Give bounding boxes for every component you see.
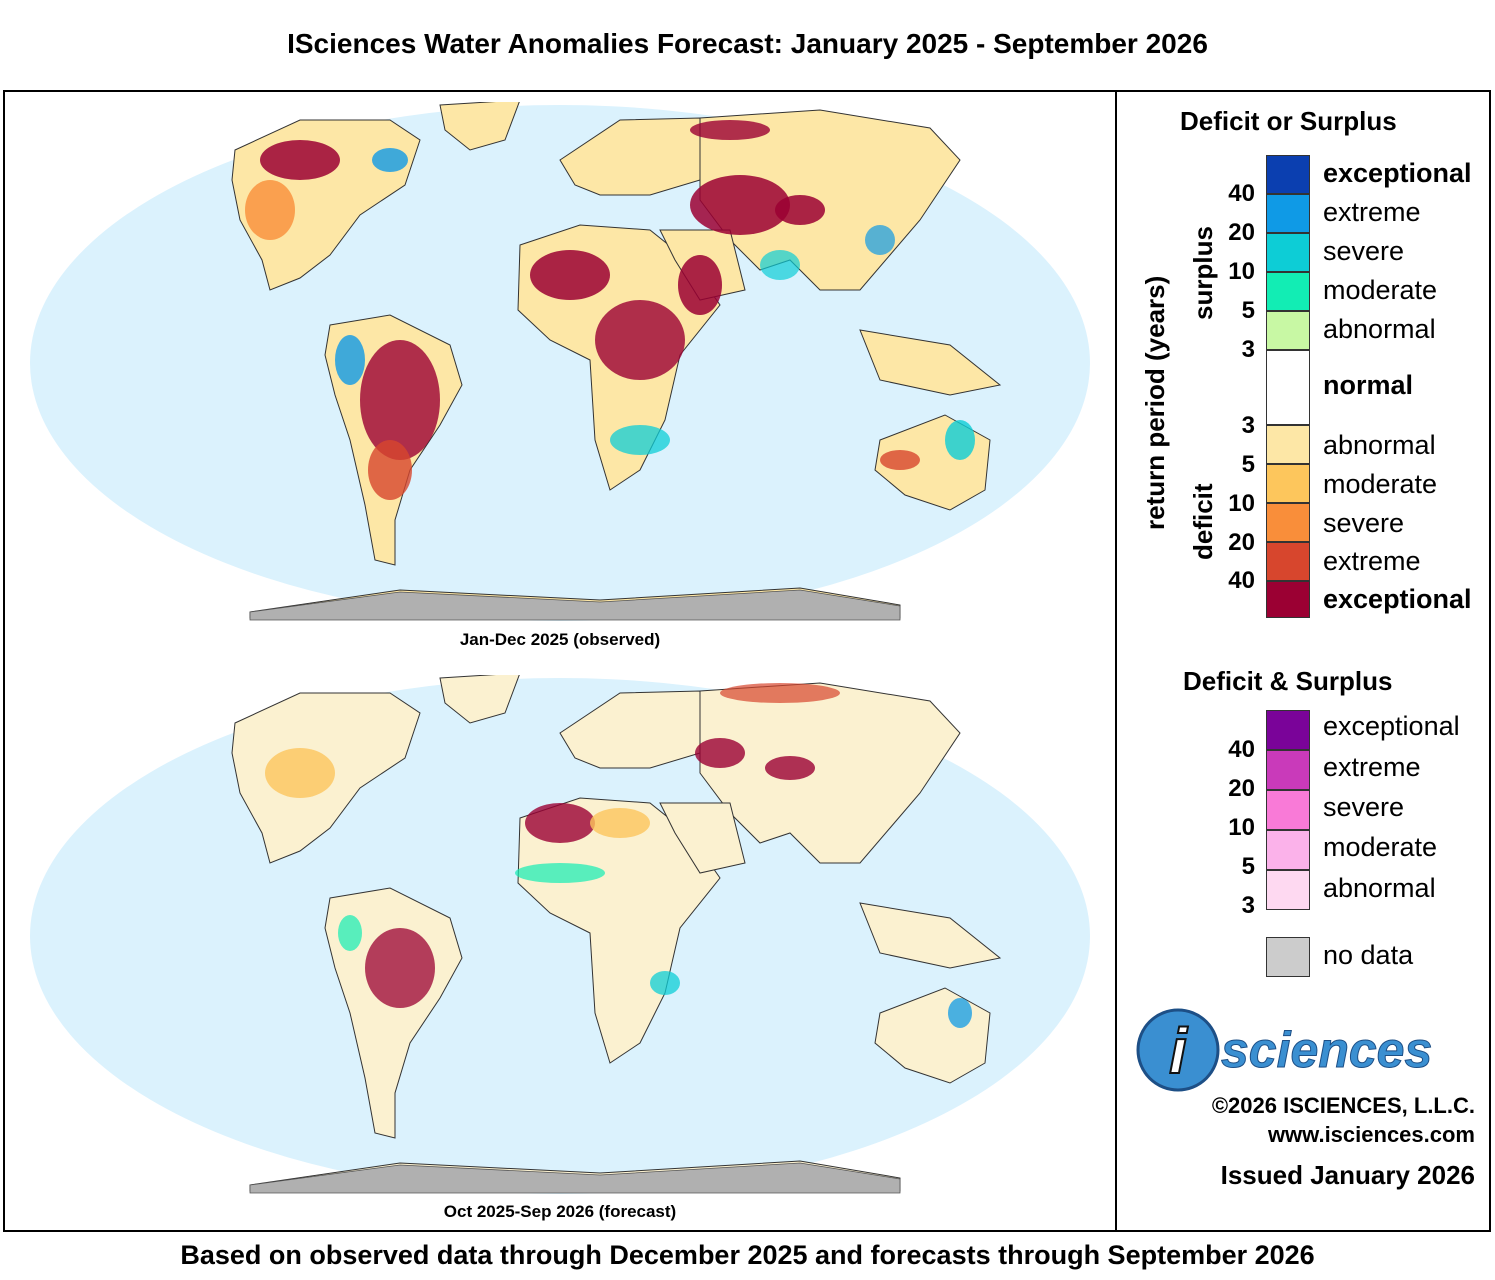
label-both-severe: severe (1323, 792, 1405, 822)
legend-title-deficit-or-surplus: Deficit or Surplus (1180, 106, 1397, 136)
copyright: ©2026 ISCIENCES, L.L.C. (1211, 1093, 1475, 1118)
swatch-surplus-moderate (1266, 272, 1310, 311)
swatch-surplus-extreme (1266, 194, 1310, 233)
tick-surplus-3: 3 (1241, 336, 1255, 363)
label-both-abnormal: abnormal (1323, 873, 1436, 903)
swatch-deficit-extreme (1266, 542, 1310, 581)
issued-date: Issued January 2026 (1220, 1160, 1475, 1190)
swatch-surplus-exceptional (1266, 155, 1310, 194)
footer-note: Based on observed data through December … (180, 1240, 1315, 1270)
tick-deficit-3: 3 (1241, 412, 1255, 439)
swatch-normal (1266, 350, 1310, 425)
tick-surplus-40: 40 (1228, 180, 1255, 207)
legend-title-deficit-and-surplus: Deficit & Surplus (1183, 666, 1393, 696)
isciences-logo: i sciences (1135, 1005, 1480, 1095)
label-surplus-extreme: extreme (1323, 197, 1421, 227)
label-both-extreme: extreme (1323, 752, 1421, 782)
swatch-both-severe (1266, 790, 1310, 830)
label-deficit-moderate: moderate (1323, 469, 1438, 499)
legend-divider (1115, 90, 1117, 1232)
tick-surplus-5: 5 (1241, 297, 1255, 324)
label-no-data: no data (1323, 940, 1414, 970)
swatch-surplus-abnormal (1266, 311, 1310, 350)
swatch-deficit-exceptional (1266, 581, 1310, 618)
swatch-both-abnormal (1266, 870, 1310, 910)
swatch-deficit-moderate (1266, 464, 1310, 503)
label-both-moderate: moderate (1323, 832, 1438, 862)
tick-deficit-20: 20 (1228, 529, 1255, 556)
anomaly-patches (265, 683, 972, 1028)
label-deficit-exceptional: exceptional (1323, 584, 1472, 614)
tick-surplus-10: 10 (1228, 258, 1255, 285)
map-observed-caption: Jan-Dec 2025 (observed) (459, 630, 661, 649)
map-observed (25, 102, 1095, 627)
figure-frame (3, 90, 1491, 1232)
tick-deficit-10: 10 (1228, 490, 1255, 517)
tick-both-5: 5 (1241, 853, 1255, 880)
label-deficit-abnormal: abnormal (1323, 430, 1436, 460)
label-normal: normal (1323, 370, 1414, 400)
tick-both-40: 40 (1228, 736, 1255, 763)
label-surplus-severe: severe (1323, 236, 1405, 266)
swatch-surplus-severe (1266, 233, 1310, 272)
label-deficit-extreme: extreme (1323, 546, 1421, 576)
swatch-deficit-severe (1266, 503, 1310, 542)
page-title: ISciences Water Anomalies Forecast: Janu… (287, 28, 1208, 59)
swatch-both-moderate (1266, 830, 1310, 870)
tick-deficit-5: 5 (1241, 451, 1255, 478)
tick-deficit-40: 40 (1228, 567, 1255, 594)
label-deficit-severe: severe (1323, 508, 1405, 538)
website-link[interactable]: www.isciences.com (1267, 1122, 1475, 1147)
tick-both-10: 10 (1228, 814, 1255, 841)
swatch-deficit-abnormal (1266, 425, 1310, 464)
map-forecast (25, 675, 1095, 1200)
swatch-both-exceptional (1266, 710, 1310, 750)
logo-i: i (1169, 1015, 1188, 1087)
map-observed-svg (30, 102, 1090, 621)
label-surplus-abnormal: abnormal (1323, 314, 1436, 344)
tick-both-3: 3 (1241, 892, 1255, 919)
label-surplus-exceptional: exceptional (1323, 158, 1472, 188)
swatch-no-data (1266, 937, 1310, 977)
legend-axis-label: return period (years) (1140, 275, 1170, 530)
tick-surplus-20: 20 (1228, 219, 1255, 246)
logo-text: sciences (1221, 1022, 1432, 1078)
map-forecast-caption: Oct 2025-Sep 2026 (forecast) (443, 1202, 677, 1221)
map-forecast-svg (30, 675, 1090, 1194)
tick-both-20: 20 (1228, 775, 1255, 802)
anomaly-patches (245, 120, 975, 500)
swatch-both-extreme (1266, 750, 1310, 790)
label-both-exceptional: exceptional (1323, 711, 1460, 741)
label-surplus-moderate: moderate (1323, 275, 1438, 305)
